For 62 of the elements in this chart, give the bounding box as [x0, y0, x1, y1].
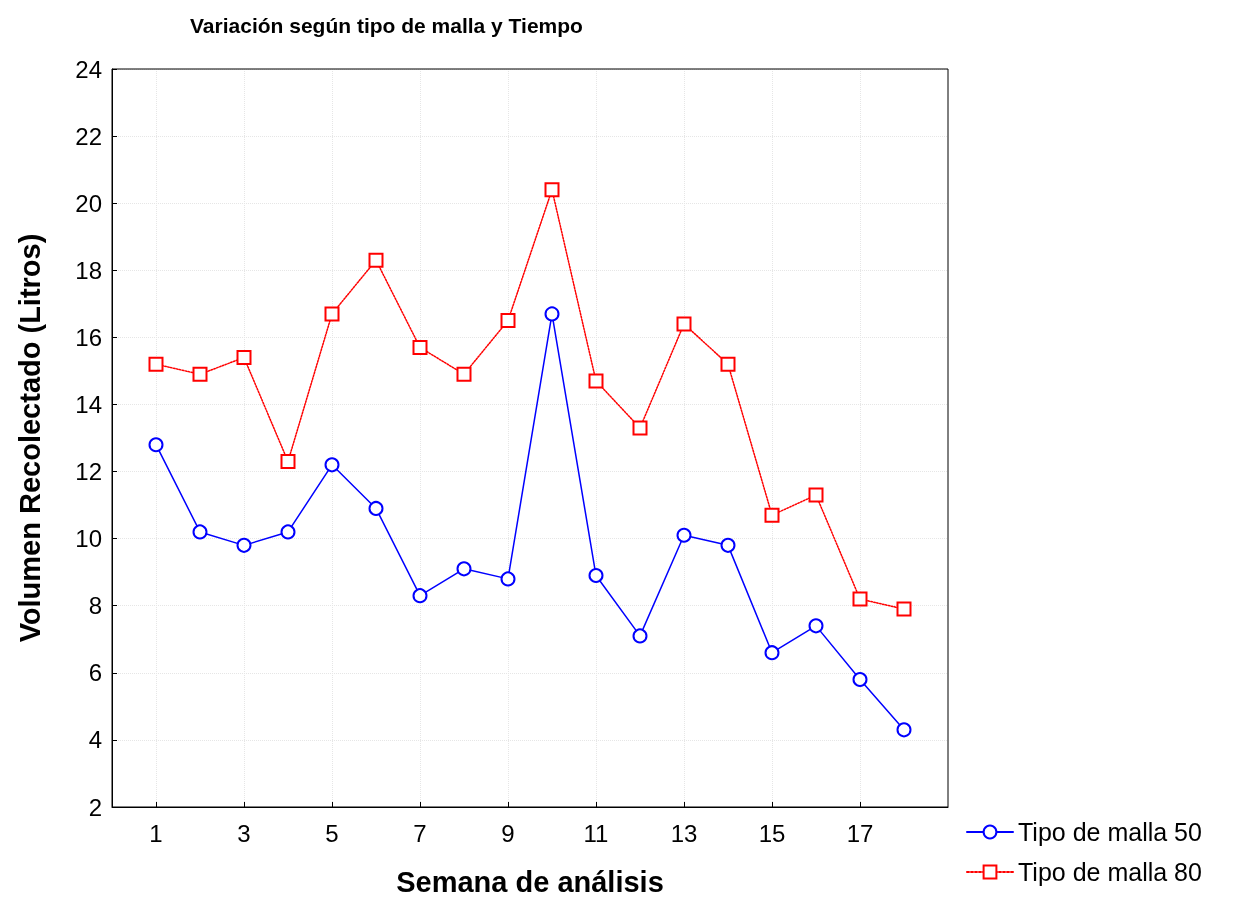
point: [544, 306, 560, 322]
point: [368, 500, 384, 516]
point: [500, 571, 516, 587]
x-tick-label: 13: [670, 819, 698, 847]
point: [412, 339, 428, 355]
point: [764, 645, 780, 661]
y-axis-title: Volumen Recolectado (Litros): [13, 233, 46, 643]
point: [324, 457, 340, 473]
point: [236, 349, 252, 365]
y-tick-label: 8: [88, 592, 102, 620]
point: [676, 527, 692, 543]
y-tick-label: 16: [75, 323, 102, 351]
point: [148, 437, 164, 453]
point: [896, 601, 912, 617]
point: [588, 568, 604, 584]
x-tick-label: 5: [325, 819, 339, 847]
y-tick-label: 10: [75, 525, 102, 553]
x-tick-label: 17: [846, 819, 874, 847]
y-tick-label: 20: [75, 189, 102, 217]
point: [808, 618, 824, 634]
point: [280, 453, 296, 469]
legend-label: Tipo de malla 80: [1018, 858, 1202, 886]
point: [192, 366, 208, 382]
y-tick-label: 18: [75, 256, 102, 284]
x-tick-label: 9: [501, 819, 515, 847]
point: [764, 507, 780, 523]
point: [280, 524, 296, 540]
point: [148, 356, 164, 372]
y-tick-label: 4: [88, 726, 102, 754]
point: [852, 591, 868, 607]
point: [720, 356, 736, 372]
point: [676, 316, 692, 332]
point: [500, 313, 516, 329]
point: [632, 628, 648, 644]
y-tick-label: 2: [88, 793, 102, 821]
legend-label: Tipo de malla 50: [1018, 818, 1202, 846]
x-tick-label: 3: [237, 819, 251, 847]
y-tick-label: 24: [75, 55, 102, 83]
point: [588, 373, 604, 389]
point: [808, 487, 824, 503]
x-tick-label: 11: [583, 819, 609, 847]
point: [192, 524, 208, 540]
point: [368, 252, 384, 268]
point: [852, 672, 868, 688]
point: [412, 588, 428, 604]
point: [456, 561, 472, 577]
x-tick-label: 1: [149, 819, 163, 847]
y-tick-label: 22: [75, 122, 102, 150]
x-tick-label: 7: [413, 819, 427, 847]
y-tick-label: 12: [75, 458, 102, 486]
point: [456, 366, 472, 382]
x-tick-label: 15: [758, 819, 786, 847]
point: [544, 182, 560, 198]
y-tick-label: 6: [88, 659, 102, 687]
point: [720, 537, 736, 553]
y-tick-label: 14: [75, 390, 102, 418]
x-axis-title: Semana de análisis: [396, 865, 664, 898]
point: [324, 306, 340, 322]
point: [236, 537, 252, 553]
point: [896, 722, 912, 738]
chart-title: Variación según tipo de malla y Tiempo: [190, 14, 583, 37]
point: [632, 420, 648, 436]
